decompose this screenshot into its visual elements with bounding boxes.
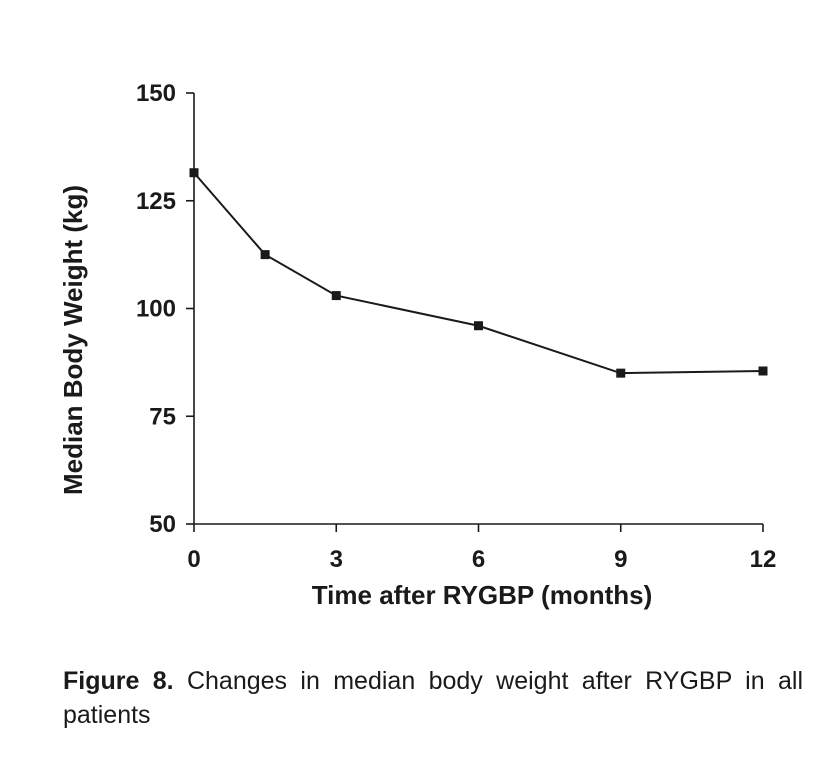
y-axis-title: Median Body Weight (kg) bbox=[58, 185, 88, 495]
figure-caption: Figure 8. Changes in median body weight … bbox=[63, 664, 803, 732]
x-axis-title: Time after RYGBP (months) bbox=[312, 580, 652, 610]
x-tick-label: 12 bbox=[750, 546, 777, 573]
x-ticks: 0 3 6 9 12 bbox=[187, 524, 776, 573]
y-tick-label: 150 bbox=[136, 80, 176, 107]
caption-label: Figure 8. bbox=[63, 667, 174, 695]
x-tick-label: 9 bbox=[614, 546, 627, 573]
data-point-marker bbox=[260, 250, 270, 260]
y-tick-label: 100 bbox=[136, 296, 176, 323]
y-ticks: 50 75 100 125 150 bbox=[136, 80, 194, 538]
data-point-marker bbox=[189, 168, 199, 178]
axes bbox=[193, 93, 763, 525]
y-tick-label: 50 bbox=[149, 511, 176, 538]
data-point-marker bbox=[758, 366, 768, 376]
data-point-marker bbox=[616, 368, 626, 378]
x-tick-label: 3 bbox=[330, 546, 343, 573]
data-point-marker bbox=[474, 321, 483, 331]
y-tick-label: 125 bbox=[136, 188, 176, 215]
line-chart: 50 75 100 125 150 0 3 6 9 12 Time after RYGBP (m… bbox=[58, 80, 776, 610]
x-tick-label: 6 bbox=[472, 546, 485, 573]
data-point-marker bbox=[331, 291, 341, 301]
series bbox=[189, 168, 768, 378]
y-tick-label: 75 bbox=[149, 403, 176, 430]
x-tick-label: 0 bbox=[187, 546, 200, 573]
series-line bbox=[193, 172, 764, 375]
caption-text: Changes in median body weight after RYGB… bbox=[63, 667, 803, 729]
